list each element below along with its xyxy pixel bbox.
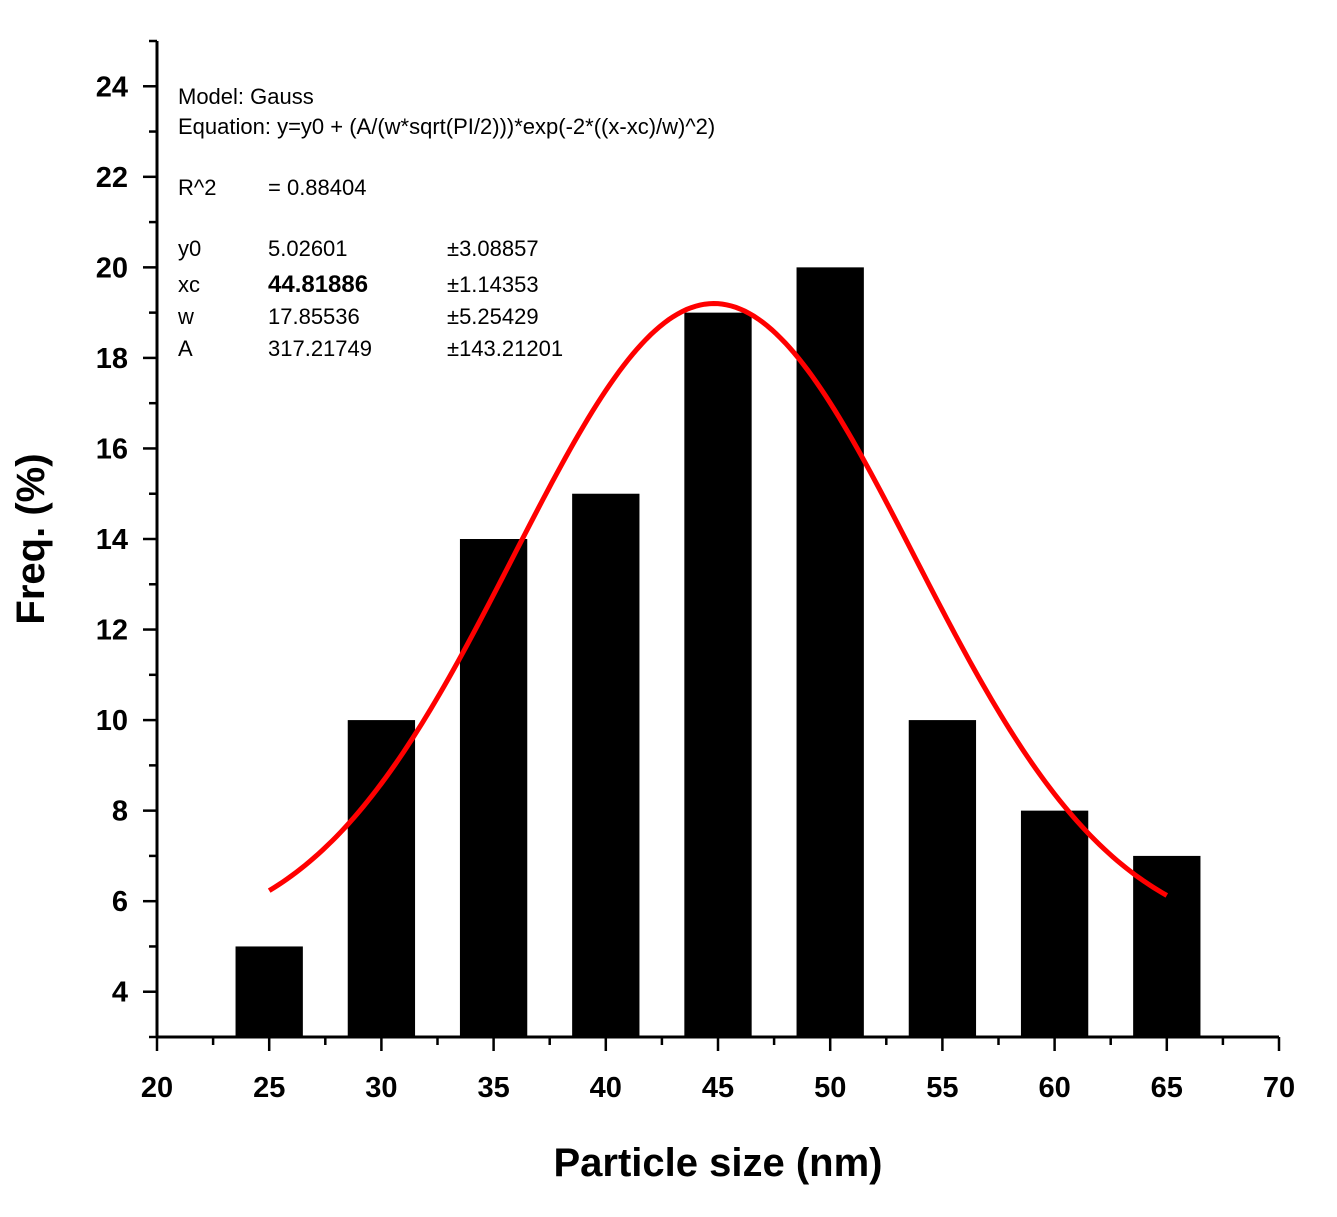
fit-param-error: ±5.25429 (447, 304, 539, 329)
fit-r2-value: = 0.88404 (268, 175, 366, 200)
x-tick-label: 70 (1263, 1072, 1295, 1104)
fit-param-value: 5.02601 (268, 236, 348, 261)
y-tick-label: 8 (112, 796, 128, 828)
x-tick-label: 65 (1151, 1072, 1183, 1104)
fit-param-error: ±1.14353 (447, 272, 539, 297)
bar-60 (1020, 810, 1089, 1037)
x-tick-label: 35 (477, 1072, 509, 1104)
x-ticks-group: 20 25 30 35 40 45 50 55 60 65 70 (141, 1037, 1295, 1104)
gauss-fit-group (267, 301, 1169, 898)
y-tick-label: 22 (96, 162, 128, 194)
bar-25 (235, 946, 303, 1037)
fit-param-value: 317.21749 (268, 336, 372, 361)
y-tick-label: 20 (96, 252, 128, 284)
y-tick-label: 16 (96, 433, 128, 465)
fit-params-table: y0 5.02601 ±3.08857 xc 44.81886 ±1.14353 w 17.8… (177, 236, 563, 361)
y-tick-label: 12 (96, 615, 128, 647)
bar-35 (459, 539, 528, 1037)
fit-annotation: Model: Gauss Equation: y=y0 + (A/(w*sqrt… (177, 84, 715, 361)
fit-param-error: ±3.08857 (447, 236, 539, 261)
x-tick-label: 25 (253, 1072, 285, 1104)
x-tick-label: 55 (926, 1072, 958, 1104)
fit-param-name: xc (178, 272, 200, 297)
bar-45 (684, 312, 752, 1037)
bar-65 (1133, 855, 1201, 1037)
x-axis-title: Particle size (nm) (553, 1141, 882, 1185)
x-tick-label: 40 (590, 1072, 622, 1104)
y-ticks-group: 4 6 8 10 12 14 16 18 20 22 24 (96, 39, 157, 1039)
x-tick-label: 45 (702, 1072, 734, 1104)
x-tick-label: 50 (814, 1072, 846, 1104)
fit-equation-line: Equation: y=y0 + (A/(w*sqrt(PI/2)))*exp(… (178, 114, 715, 139)
gauss-fit-curve (267, 301, 1169, 898)
x-tick-label: 20 (141, 1072, 173, 1104)
fit-param-name: w (177, 304, 194, 329)
bar-55 (908, 720, 977, 1037)
y-tick-label: 24 (96, 71, 128, 103)
y-tick-label: 14 (96, 524, 128, 556)
bar-50 (796, 267, 864, 1037)
y-tick-label: 10 (96, 705, 128, 737)
x-tick-label: 30 (365, 1072, 397, 1104)
bar-40 (572, 493, 640, 1037)
y-axis-title: Freq. (%) (9, 453, 53, 624)
x-tick-label: 60 (1038, 1072, 1070, 1104)
fit-param-error: ±143.21201 (447, 336, 563, 361)
fit-r2-label: R^2 (178, 175, 216, 200)
fit-param-value: 17.85536 (268, 304, 360, 329)
fit-model-line: Model: Gauss (178, 84, 314, 109)
fit-param-value: 44.81886 (268, 271, 368, 298)
fit-param-name: A (178, 336, 193, 361)
y-tick-label: 6 (112, 886, 128, 918)
y-tick-label: 18 (96, 343, 128, 375)
bars-group (235, 267, 1201, 1037)
y-tick-label: 4 (112, 977, 128, 1009)
fit-param-name: y0 (178, 236, 201, 261)
bar-30 (347, 720, 416, 1037)
